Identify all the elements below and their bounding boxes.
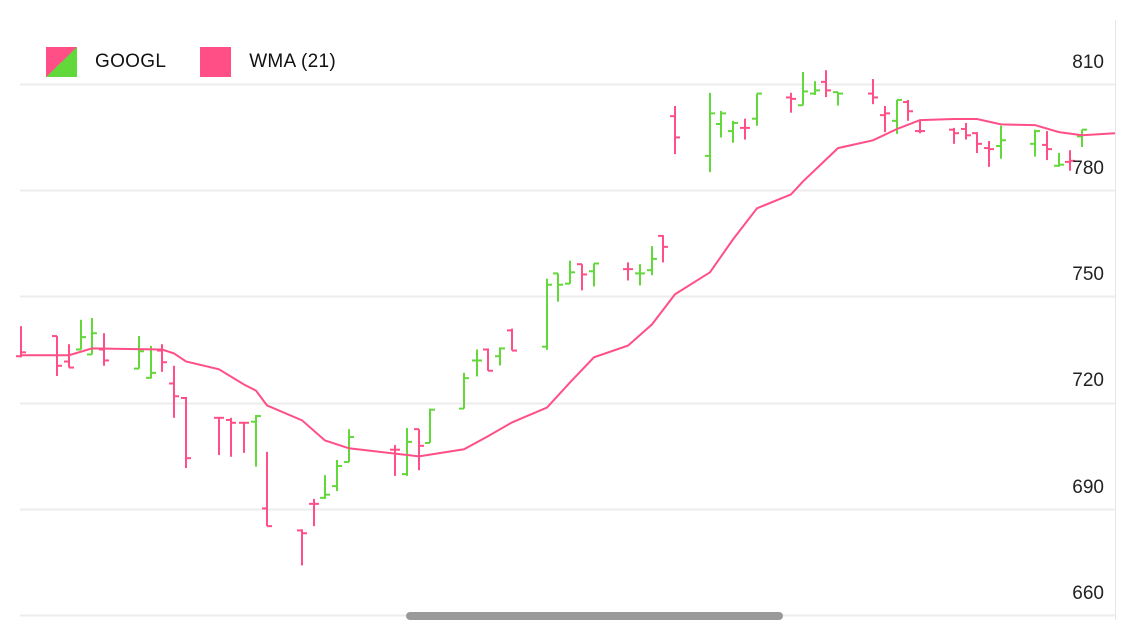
wma-swatch-icon bbox=[200, 47, 232, 77]
ohlc-bar bbox=[798, 71, 808, 107]
ohlc-bar bbox=[903, 99, 913, 121]
y-tick-690: 690 bbox=[1072, 477, 1104, 498]
ohlc-bar bbox=[972, 132, 982, 154]
ohlc-bar bbox=[344, 429, 354, 464]
y-tick-780: 780 bbox=[1072, 158, 1104, 179]
ohlc-bar bbox=[169, 365, 179, 418]
ohlc-bar bbox=[961, 122, 971, 140]
ohlc-bar bbox=[251, 414, 261, 467]
ohlc-bar bbox=[181, 396, 191, 469]
ohlc-bar bbox=[821, 70, 831, 98]
ohlc-bar bbox=[810, 81, 820, 95]
y-tick-660: 660 bbox=[1072, 583, 1104, 604]
ohlc-bars bbox=[16, 70, 1087, 566]
ohlc-bar bbox=[1042, 131, 1052, 161]
ohlc-bar bbox=[402, 428, 412, 476]
ohlc-bar bbox=[1054, 153, 1064, 167]
ohlc-bar bbox=[786, 92, 796, 113]
grid-lines bbox=[20, 83, 1115, 617]
ohlc-bar bbox=[752, 92, 762, 126]
ohlc-bar bbox=[320, 475, 330, 499]
ohlc-bar bbox=[459, 372, 469, 410]
ohlc-bar bbox=[740, 118, 750, 140]
ohlc-bar bbox=[1030, 129, 1040, 157]
ohlc-bar bbox=[146, 345, 156, 379]
ohlc-bar bbox=[157, 344, 167, 372]
ohlc-bar bbox=[425, 408, 435, 444]
ohlc-bar bbox=[658, 234, 668, 263]
ohlc-bar bbox=[134, 336, 144, 370]
y-tick-810: 810 bbox=[1072, 52, 1104, 73]
googl-swatch-icon bbox=[46, 47, 77, 77]
ohlc-bar bbox=[949, 127, 959, 144]
ohlc-bar bbox=[833, 91, 843, 106]
ohlc-bar bbox=[647, 246, 657, 276]
ohlc-bar bbox=[309, 498, 319, 527]
ohlc-bar bbox=[16, 326, 26, 358]
ohlc-bar bbox=[390, 445, 400, 476]
ohlc-bar bbox=[577, 263, 587, 291]
ohlc-bar bbox=[262, 451, 272, 528]
ohlc-bar bbox=[880, 105, 890, 133]
legend-label-wma: WMA (21) bbox=[249, 51, 337, 72]
wma-line bbox=[20, 118, 1116, 458]
y-tick-750: 750 bbox=[1072, 264, 1104, 285]
ohlc-bar bbox=[635, 264, 645, 286]
ohlc-bar bbox=[705, 92, 715, 173]
legend: GOOGL WMA (21) bbox=[46, 47, 370, 77]
ohlc-bar bbox=[414, 428, 424, 471]
legend-item-wma[interactable]: WMA (21) bbox=[200, 47, 336, 77]
ohlc-bar bbox=[565, 260, 575, 285]
y-tick-720: 720 bbox=[1072, 370, 1104, 391]
ohlc-bar bbox=[915, 120, 925, 134]
ohlc-bar bbox=[623, 262, 633, 281]
legend-label-googl: GOOGL bbox=[95, 51, 167, 72]
ohlc-bar bbox=[483, 348, 493, 372]
ohlc-bar bbox=[716, 110, 726, 138]
ohlc-bar bbox=[495, 347, 505, 366]
ohlc-bar bbox=[996, 125, 1006, 159]
ohlc-bar bbox=[297, 529, 307, 566]
ohlc-bar bbox=[76, 319, 86, 351]
ohlc-bar bbox=[670, 105, 680, 155]
legend-item-googl[interactable]: GOOGL bbox=[46, 47, 166, 77]
horizontal-scrollbar[interactable] bbox=[406, 612, 783, 620]
ohlc-bar bbox=[1065, 150, 1075, 171]
ohlc-bar bbox=[226, 417, 236, 457]
ohlc-bar bbox=[553, 272, 563, 302]
ohlc-bar bbox=[868, 79, 878, 105]
ohlc-bar bbox=[332, 459, 342, 492]
ohlc-bar bbox=[507, 328, 517, 352]
ohlc-bar bbox=[542, 278, 552, 350]
ohlc-bar bbox=[728, 120, 738, 143]
ohlc-bar bbox=[472, 349, 482, 377]
ohlc-bar bbox=[984, 140, 994, 167]
ohlc-bar bbox=[214, 416, 224, 455]
ohlc-bar bbox=[239, 421, 249, 453]
ohlc-bar bbox=[1077, 128, 1087, 148]
ohlc-bar bbox=[589, 262, 599, 287]
